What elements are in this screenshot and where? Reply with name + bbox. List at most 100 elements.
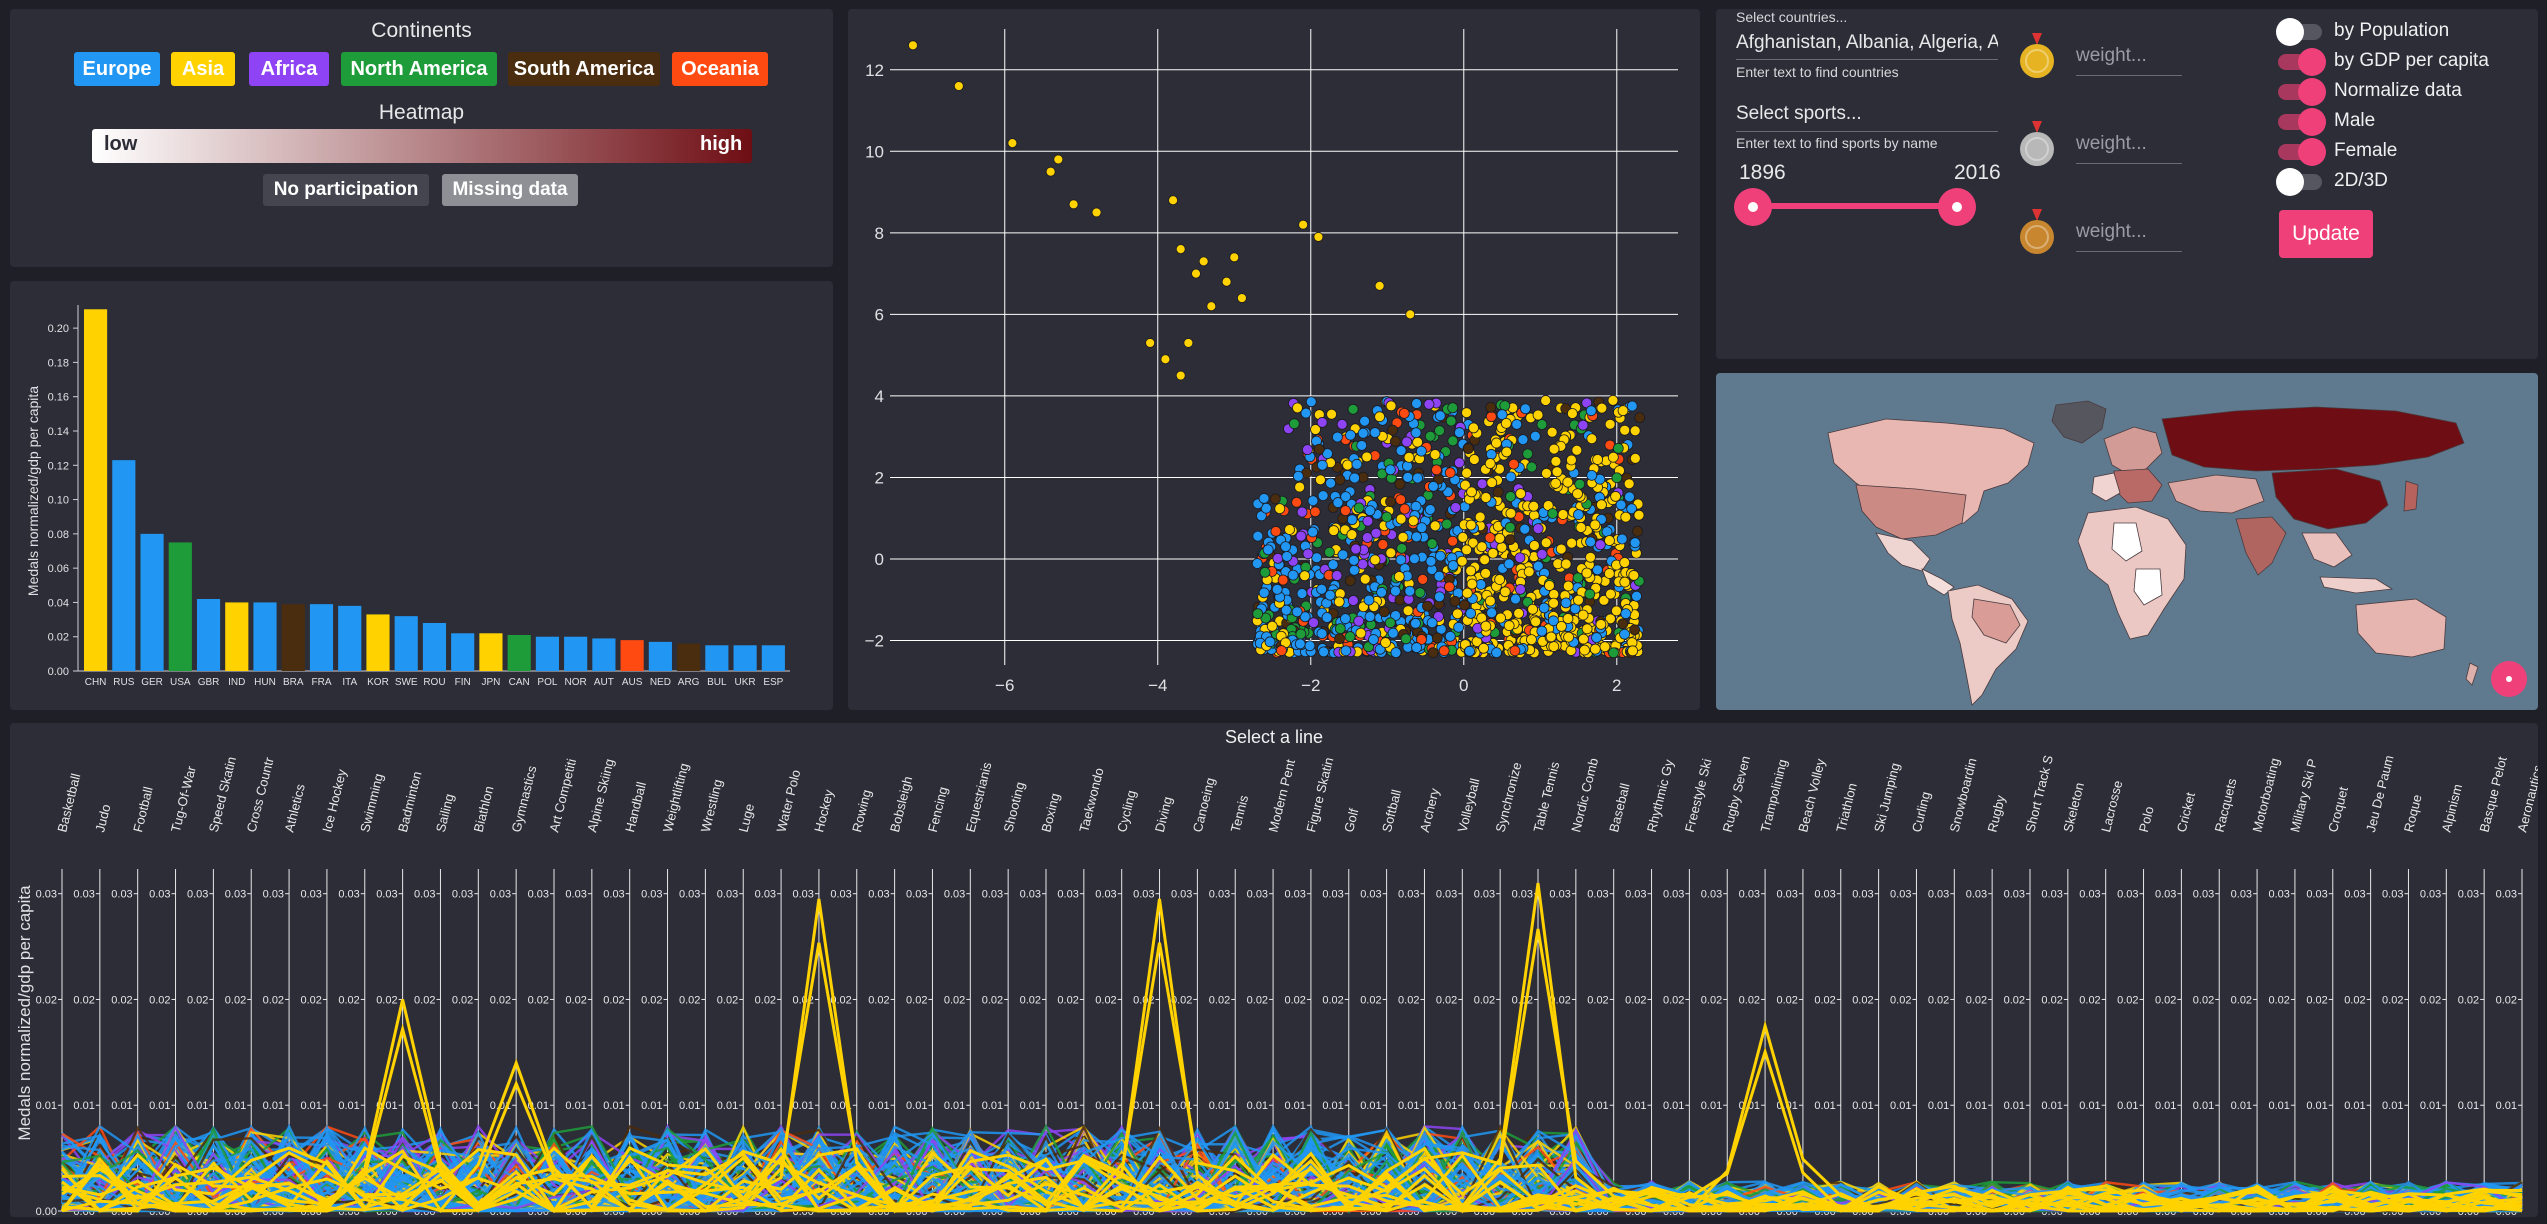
scatter-point[interactable] (1453, 621, 1465, 633)
scatter-point[interactable] (1545, 631, 1557, 643)
scatter-point[interactable] (1334, 623, 1346, 634)
scatter-point[interactable] (1536, 419, 1548, 430)
scatter-point[interactable] (1459, 479, 1471, 491)
scatter-point[interactable] (1295, 628, 1307, 640)
scatter-point[interactable] (1538, 602, 1550, 614)
scatter-point[interactable] (1340, 645, 1352, 657)
toggle-2d-3d[interactable]: 2D/3D (2276, 168, 2528, 196)
scatter-point[interactable] (1317, 490, 1329, 501)
scatter-point[interactable] (1585, 536, 1596, 548)
scatter-point[interactable] (1633, 509, 1645, 521)
scatter-point[interactable] (1258, 587, 1270, 599)
scatter-point[interactable] (1270, 525, 1282, 537)
scatter-point[interactable] (1494, 533, 1506, 544)
scatter-point[interactable] (1369, 427, 1381, 438)
bar-arg[interactable] (677, 643, 701, 671)
scatter-point[interactable] (1145, 338, 1156, 348)
continent-chip-south-america[interactable]: South America (508, 52, 660, 86)
scatter-point[interactable] (1357, 558, 1369, 570)
scatter-point[interactable] (1302, 548, 1314, 560)
scatter-point[interactable] (1575, 522, 1587, 533)
bar-fra[interactable] (309, 604, 334, 671)
scatter-point[interactable] (1411, 531, 1422, 543)
scatter-point[interactable] (1374, 280, 1385, 291)
continent-chip-asia[interactable]: Asia (171, 52, 235, 86)
scatter-point[interactable] (1305, 396, 1317, 408)
scatter-point[interactable] (1620, 511, 1632, 523)
scatter-point[interactable] (1007, 138, 1018, 149)
scatter-point[interactable] (1348, 554, 1360, 566)
scatter-point[interactable] (1271, 583, 1283, 595)
scatter-point[interactable] (1619, 557, 1631, 568)
scatter-point[interactable] (1318, 646, 1330, 658)
scatter-point[interactable] (1480, 620, 1492, 632)
scatter-point[interactable] (1229, 252, 1240, 263)
scatter-point[interactable] (1546, 426, 1558, 438)
bar-gbr[interactable] (196, 599, 221, 671)
parallel-axis-label[interactable]: Bobsleigh (887, 775, 915, 834)
scatter-point[interactable] (1416, 522, 1428, 534)
scatter-point[interactable] (1325, 477, 1337, 489)
scatter-point[interactable] (1429, 520, 1441, 532)
scatter-point[interactable] (1476, 541, 1488, 553)
parallel-axis-label[interactable]: Aeronautics (2514, 763, 2538, 834)
scatter-point[interactable] (1548, 641, 1560, 652)
scatter-point[interactable] (1332, 497, 1344, 508)
parallel-line[interactable] (60, 1046, 2523, 1213)
parallel-axis-label[interactable]: Polo (2136, 805, 2157, 834)
scatter-point[interactable] (1435, 550, 1446, 562)
scatter-point[interactable] (1308, 617, 1319, 629)
scatter-point[interactable] (1374, 411, 1386, 423)
bar-bra[interactable] (281, 604, 305, 671)
bar-esp[interactable] (761, 645, 785, 671)
scatter-point[interactable] (1560, 558, 1572, 570)
scatter-point[interactable] (1447, 402, 1459, 414)
scatter-point[interactable] (1619, 424, 1631, 436)
scatter-point[interactable] (1596, 499, 1607, 511)
scatter-point[interactable] (1573, 509, 1584, 520)
scatter-point[interactable] (1284, 524, 1295, 535)
bar-aut[interactable] (592, 638, 616, 671)
scatter-point[interactable] (1464, 645, 1476, 657)
parallel-line[interactable] (61, 1079, 2523, 1214)
parallel-axis-label[interactable]: Art Competiti (546, 757, 579, 834)
parallel-axis-label[interactable]: Alpinism (2439, 782, 2465, 833)
scatter-point[interactable] (1400, 633, 1412, 645)
bar-ned[interactable] (648, 641, 672, 671)
scatter-point[interactable] (1445, 415, 1457, 427)
scatter-point[interactable] (1604, 535, 1615, 546)
scatter-point[interactable] (1401, 436, 1413, 448)
toggle-knob[interactable] (2298, 48, 2326, 76)
scatter-point[interactable] (1495, 612, 1507, 624)
scatter-point[interactable] (1452, 608, 1463, 620)
parallel-axis-label[interactable]: Ski Jumping (1871, 761, 1903, 833)
scatter-point[interactable] (1530, 616, 1542, 628)
scatter-point[interactable] (1599, 641, 1611, 653)
scatter-point[interactable] (1251, 558, 1263, 569)
scatter-point[interactable] (1484, 595, 1496, 607)
scatter-point[interactable] (1412, 436, 1423, 448)
parallel-axis-label[interactable]: Volleyball (1455, 777, 1483, 834)
scatter-point[interactable] (1316, 417, 1328, 428)
scatter-point[interactable] (1351, 458, 1363, 470)
scatter-point[interactable] (1291, 606, 1303, 618)
scatter-point[interactable] (1466, 578, 1478, 590)
scatter-point[interactable] (1444, 467, 1456, 479)
scatter-point[interactable] (1370, 527, 1382, 539)
bar-bul[interactable] (705, 645, 729, 671)
scatter-point[interactable] (1183, 338, 1194, 348)
parallel-axis-label[interactable]: Boxing (1038, 792, 1062, 834)
scatter-point[interactable] (1589, 643, 1601, 655)
continent-chip-europe[interactable]: Europe (74, 52, 160, 86)
parallel-axis-label[interactable]: Freestyle Ski (1682, 757, 1715, 834)
bar-kor[interactable] (366, 614, 390, 671)
parallel-axis-label[interactable]: Alpine Skiing (584, 757, 617, 834)
scatter-point[interactable] (908, 40, 918, 51)
bar-can[interactable] (507, 635, 531, 671)
scatter-point[interactable] (1594, 539, 1606, 551)
scatter-point[interactable] (1292, 470, 1304, 482)
scatter-point[interactable] (1356, 440, 1368, 451)
toggle-male[interactable]: Male (2278, 108, 2528, 136)
parallel-axis-label[interactable]: Skeleton (2060, 781, 2087, 834)
scatter-point[interactable] (1591, 632, 1602, 644)
